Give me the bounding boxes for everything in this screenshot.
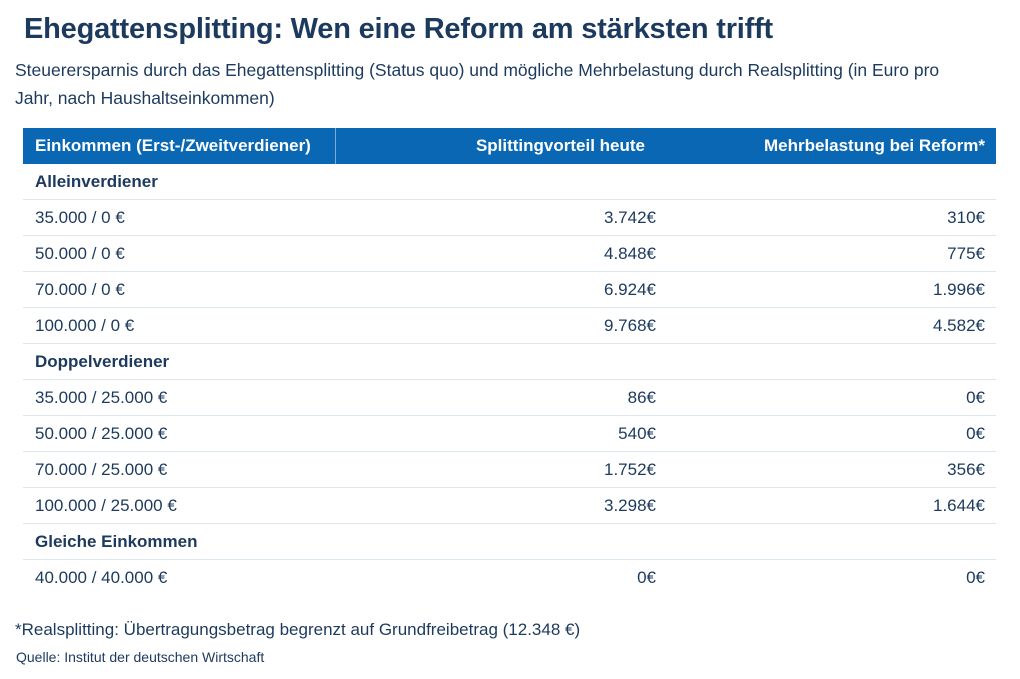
table-row: 35.000 / 25.000 € 86€ 0€: [23, 380, 996, 416]
table-row: 70.000 / 25.000 € 1.752€ 356€: [23, 452, 996, 488]
table-row: 50.000 / 25.000 € 540€ 0€: [23, 416, 996, 452]
section-header-doppelverdiener: Doppelverdiener: [23, 344, 996, 380]
cell-splitting-advantage: 1.752€: [604, 459, 656, 479]
cell-income: 50.000 / 0 €: [35, 243, 125, 263]
cell-splitting-advantage: 9.768€: [604, 315, 656, 335]
cell-income: 40.000 / 40.000 €: [35, 568, 168, 587]
table-row: 100.000 / 25.000 € 3.298€ 1.644€: [23, 488, 996, 524]
cell-income: 70.000 / 0 €: [35, 279, 125, 299]
cell-reform-burden: 0€: [966, 387, 985, 407]
cell-income: 70.000 / 25.000 €: [35, 459, 168, 479]
section-header-gleiche-einkommen: Gleiche Einkommen: [23, 524, 996, 560]
cell-income: 35.000 / 25.000 €: [35, 387, 168, 407]
page-subtitle: Steuerersparnis durch das Ehegattensplit…: [15, 60, 940, 108]
cell-reform-burden: 4.582€: [933, 315, 985, 335]
table-header-row: Einkommen (Erst-/Zweitverdiener) Splitti…: [23, 128, 996, 164]
cell-splitting-advantage: 3.742€: [604, 207, 656, 227]
cell-reform-burden: 0€: [966, 423, 985, 443]
footnote: *Realsplitting: Übertragungsbetrag begre…: [15, 620, 581, 639]
cell-reform-burden: 310€: [947, 207, 985, 227]
table-row: 35.000 / 0 € 3.742€ 310€: [23, 200, 996, 236]
table-row: 40.000 / 40.000 € 0€ 0€: [23, 560, 996, 596]
cell-reform-burden: 356€: [947, 459, 985, 479]
cell-income: 100.000 / 0 €: [35, 315, 135, 335]
cell-reform-burden: 1.996€: [933, 279, 985, 299]
cell-splitting-advantage: 0€: [637, 568, 656, 587]
table-row: 50.000 / 0 € 4.848€ 775€: [23, 236, 996, 272]
cell-reform-burden: 775€: [947, 243, 985, 263]
cell-reform-burden: 1.644€: [933, 495, 985, 515]
table-row: 100.000 / 0 € 9.768€ 4.582€: [23, 308, 996, 344]
column-header-income: Einkommen (Erst-/Zweitverdiener): [23, 128, 336, 164]
cell-splitting-advantage: 540€: [618, 423, 656, 443]
source-note: Quelle: Institut der deutschen Wirtschaf…: [16, 649, 265, 665]
cell-splitting-advantage: 4.848€: [604, 243, 656, 263]
column-header-splitting-advantage: Splittingvorteil heute: [475, 136, 645, 155]
cell-income: 50.000 / 25.000 €: [35, 423, 168, 443]
cell-income: 35.000 / 0 €: [35, 207, 125, 227]
table-row: 70.000 / 0 € 6.924€ 1.996€: [23, 272, 996, 308]
cell-splitting-advantage: 6.924€: [604, 279, 656, 299]
cell-splitting-advantage: 86€: [627, 387, 656, 407]
data-table: Einkommen (Erst-/Zweitverdiener) Splitti…: [23, 128, 996, 596]
page-title: Ehegattensplitting: Wen eine Reform am s…: [24, 13, 774, 45]
cell-splitting-advantage: 3.298€: [604, 495, 656, 515]
column-header-reform-burden: Mehrbelastung bei Reform*: [763, 136, 985, 155]
section-header-alleinverdiener: Alleinverdiener: [23, 164, 996, 200]
cell-reform-burden: 0€: [966, 568, 985, 587]
cell-income: 100.000 / 25.000 €: [35, 495, 177, 515]
